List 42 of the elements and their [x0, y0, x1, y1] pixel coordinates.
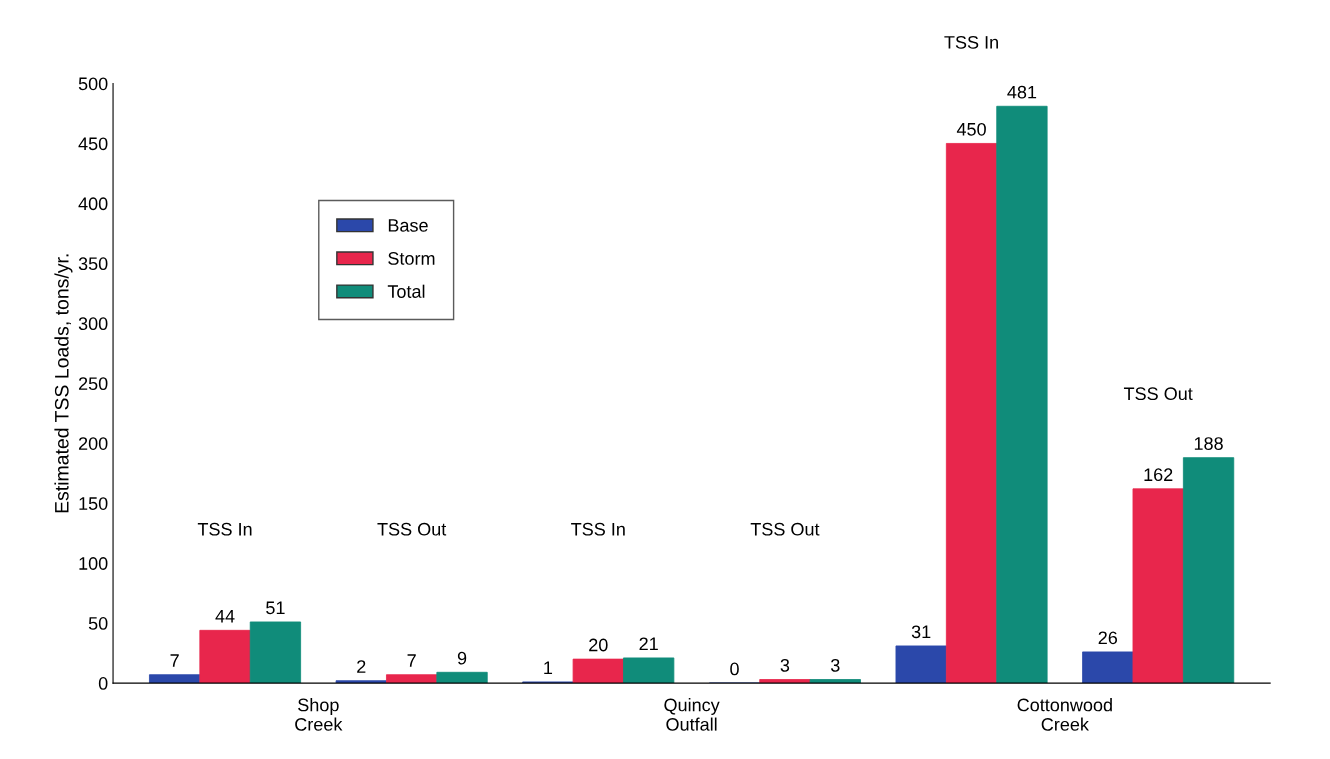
annotation: TSS In	[197, 522, 252, 536]
annotation: TSS Out	[750, 522, 820, 536]
y-tick-label: 150	[79, 497, 108, 510]
data-label: 7	[407, 654, 416, 667]
data-label: 450	[956, 122, 986, 136]
y-tick-label: 250	[78, 377, 108, 391]
y-tick-label: 0	[98, 677, 108, 690]
legend-label: Storm	[388, 252, 435, 265]
text: TSS In	[944, 35, 998, 49]
text: Cottonwood Creek	[1017, 698, 1112, 731]
data-label: 7	[170, 654, 179, 667]
data-label: 1	[544, 661, 553, 674]
data-label: 481	[1007, 85, 1037, 99]
data-label: 162	[1144, 468, 1173, 482]
y-tick-label: 350	[78, 257, 108, 271]
data-label: 3	[830, 658, 840, 672]
text: Shop Creek	[295, 698, 343, 731]
annotation: TSS Out	[377, 522, 447, 536]
legend-label: Base	[388, 219, 428, 232]
data-label: 0	[730, 662, 739, 676]
y-tick-label: 200	[78, 437, 108, 450]
data-label: 20	[589, 638, 608, 652]
data-label: 21	[639, 637, 658, 650]
data-label: 2	[357, 660, 366, 673]
data-label: 31	[911, 625, 931, 639]
data-label: 26	[1098, 631, 1118, 645]
y-tick-label: 50	[88, 617, 108, 630]
data-label: 3	[780, 658, 790, 672]
y-tick-label: 450	[78, 137, 108, 151]
data-label: 9	[457, 651, 467, 665]
y-tick-label: 300	[78, 317, 108, 331]
text: Quincy Outfall	[664, 698, 720, 731]
y-tick-label: 500	[78, 77, 108, 91]
y-tick-label: 100	[79, 557, 108, 570]
y-axis-title: Estimated TSS Loads, tons/yr.	[54, 254, 73, 513]
data-label: 188	[1194, 437, 1223, 450]
data-label: 44	[215, 610, 235, 623]
annotation: TSS Out	[1123, 387, 1193, 401]
annotation: TSS In	[571, 522, 625, 536]
legend-label: Total	[387, 284, 425, 298]
y-tick-label: 400	[78, 197, 108, 211]
data-label: 51	[266, 601, 285, 615]
